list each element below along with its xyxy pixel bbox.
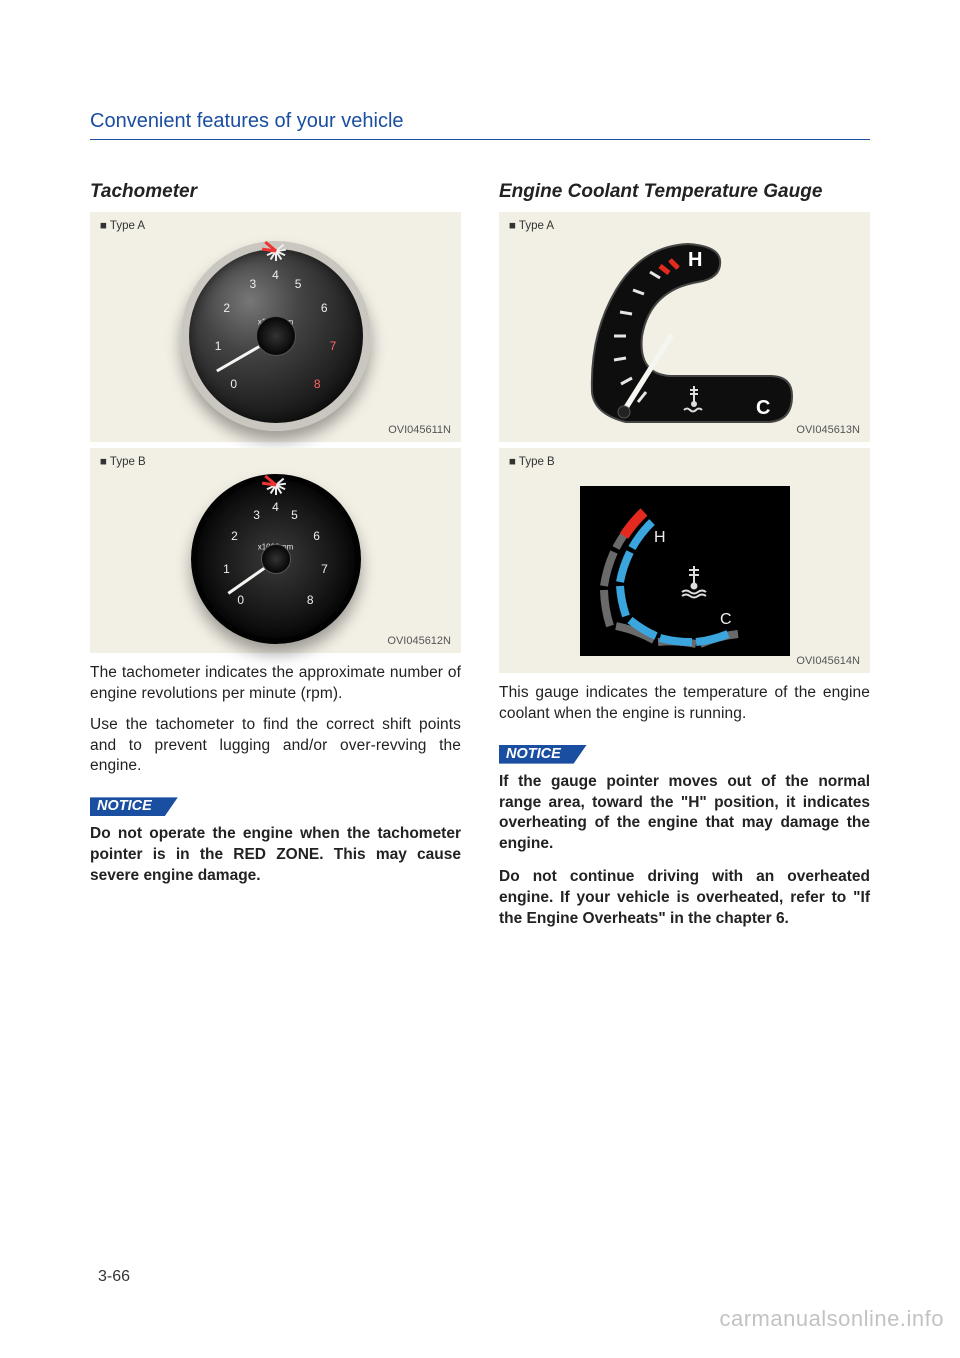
two-column-layout: Tachometer ■ Type A (90, 180, 870, 942)
coolant-gauge-a-svg: H C (570, 236, 800, 431)
cold-label: C (756, 397, 770, 419)
tachometer-a-graphic: 0 1 2 3 4 5 6 7 8 x1000rpm (90, 212, 461, 442)
figure-type-label: ■ Type B (509, 456, 555, 468)
coolant-gauge-b-svg: H C (580, 486, 790, 656)
figure-type-label: ■ Type B (100, 456, 146, 468)
tach-num: 5 (291, 508, 298, 522)
tach-num: 2 (231, 529, 238, 543)
coolant-b-graphic: H C (499, 448, 870, 673)
coolant-figure-b: ■ Type B (499, 448, 870, 673)
tach-description-2: Use the tachometer to find the correct s… (90, 715, 461, 778)
figure-type-label: ■ Type A (100, 220, 145, 232)
tach-num: 8 (314, 377, 321, 391)
tach-num: 0 (237, 593, 244, 607)
tach-num: 1 (215, 339, 222, 353)
tachometer-b-graphic: 0 1 2 3 4 5 6 7 8 x1000rpm (90, 448, 461, 653)
tach-num: 5 (295, 277, 302, 291)
page-number: 3-66 (98, 1268, 130, 1286)
tachometer-hub (256, 316, 296, 356)
tach-num: 7 (330, 339, 337, 353)
notice-label: NOTICE (90, 797, 178, 816)
tach-num: 7 (321, 562, 328, 576)
tach-num: 6 (313, 529, 320, 543)
coolant-figure-a: ■ Type A (499, 212, 870, 442)
tach-num: 6 (321, 301, 328, 315)
hot-label: H (688, 249, 702, 271)
figure-id: OVI045613N (796, 424, 860, 436)
tach-notice-text: Do not operate the engine when the tacho… (90, 824, 461, 887)
coolant-a-graphic: H C (499, 212, 870, 442)
figure-id: OVI045612N (387, 635, 451, 647)
watermark: carmanualsonline.info (719, 1306, 944, 1332)
hot-label: H (654, 529, 666, 546)
figure-id: OVI045614N (796, 655, 860, 667)
tach-num: 2 (223, 301, 230, 315)
figure-type-label: ■ Type A (509, 220, 554, 232)
coolant-notice-text-2: Do not continue driving with an overheat… (499, 867, 870, 930)
tach-num: 3 (250, 277, 257, 291)
tachometer-heading: Tachometer (90, 180, 461, 204)
tach-num: 4 (272, 500, 279, 514)
coolant-heading: Engine Coolant Temperature Gauge (499, 180, 870, 204)
coolant-b-panel: H C (580, 486, 790, 656)
right-column: Engine Coolant Temperature Gauge ■ Type … (499, 180, 870, 942)
tach-num: 8 (307, 593, 314, 607)
tach-num: 4 (272, 268, 279, 282)
header-rule (90, 139, 870, 140)
tach-num: 1 (223, 562, 230, 576)
page: Convenient features of your vehicle Tach… (0, 0, 960, 1358)
tach-num: 0 (230, 377, 237, 391)
notice-label: NOTICE (499, 745, 587, 764)
tachometer-figure-b: ■ Type B 0 (90, 448, 461, 653)
coolant-notice-text-1: If the gauge pointer moves out of the no… (499, 772, 870, 856)
figure-id: OVI045611N (388, 424, 451, 436)
tach-description-1: The tachometer indicates the approximate… (90, 663, 461, 705)
section-header: Convenient features of your vehicle (90, 110, 870, 133)
cold-label: C (720, 611, 732, 628)
tachometer-figure-a: ■ Type A (90, 212, 461, 442)
left-column: Tachometer ■ Type A (90, 180, 461, 942)
tachometer-hub (261, 544, 291, 574)
tach-num: 3 (253, 508, 260, 522)
coolant-description: This gauge indicates the temperature of … (499, 683, 870, 725)
tachometer-b-face: 0 1 2 3 4 5 6 7 8 x1000rpm (191, 474, 361, 644)
tachometer-a-face: 0 1 2 3 4 5 6 7 8 x1000rpm (181, 241, 371, 431)
